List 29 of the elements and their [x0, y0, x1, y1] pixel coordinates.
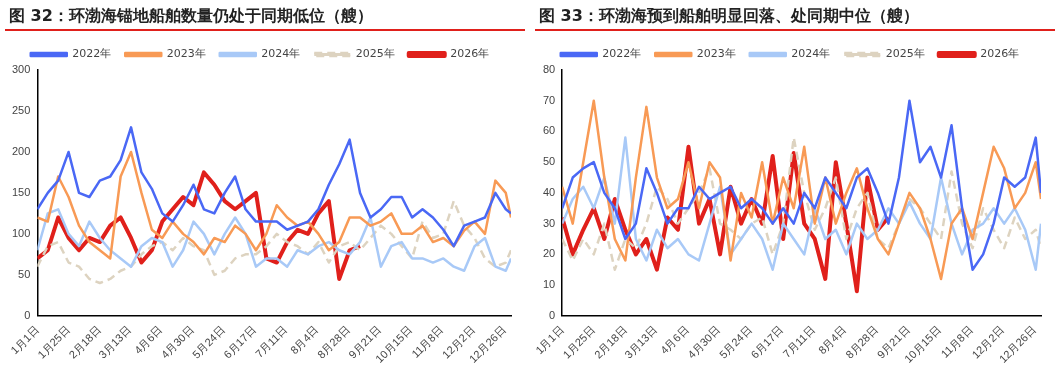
legend-label: 2023年 [696, 47, 736, 61]
y-tick-label: 10 [542, 278, 556, 291]
chart-title: 图 33：环渤海预到船舶明显回落、处同期中位（艘） [535, 0, 1055, 31]
legend-label: 2026年 [980, 47, 1020, 61]
y-tick-label: 20 [542, 247, 556, 260]
y-tick-label: 80 [542, 63, 556, 76]
y-tick-label: 70 [542, 93, 556, 106]
legend-label: 2026年 [450, 47, 490, 61]
y-tick-label: 0 [24, 308, 31, 321]
legend-label: 2022年 [602, 47, 642, 61]
legend-label: 2025年 [885, 47, 925, 61]
y-tick-label: 50 [542, 155, 556, 168]
legend-label: 2024年 [791, 47, 831, 61]
y-tick-label: 300 [11, 63, 31, 76]
legend-label: 2025年 [355, 47, 395, 61]
legend-label: 2022年 [72, 47, 112, 61]
y-tick-label: 30 [542, 216, 556, 229]
chart-title: 图 32：环渤海锚地船舶数量仍处于同期低位（艘） [5, 0, 525, 31]
legend-label: 2023年 [166, 47, 206, 61]
legend-label: 2024年 [261, 47, 301, 61]
y-tick-label: 100 [11, 226, 31, 239]
y-tick-label: 200 [11, 144, 31, 157]
y-tick-label: 60 [542, 124, 556, 137]
y-tick-label: 40 [542, 185, 556, 198]
y-tick-label: 150 [11, 185, 31, 198]
line-series [37, 199, 511, 285]
y-tick-label: 50 [18, 267, 31, 280]
y-tick-label: 250 [11, 104, 31, 116]
y-tick-label: 0 [549, 308, 556, 321]
